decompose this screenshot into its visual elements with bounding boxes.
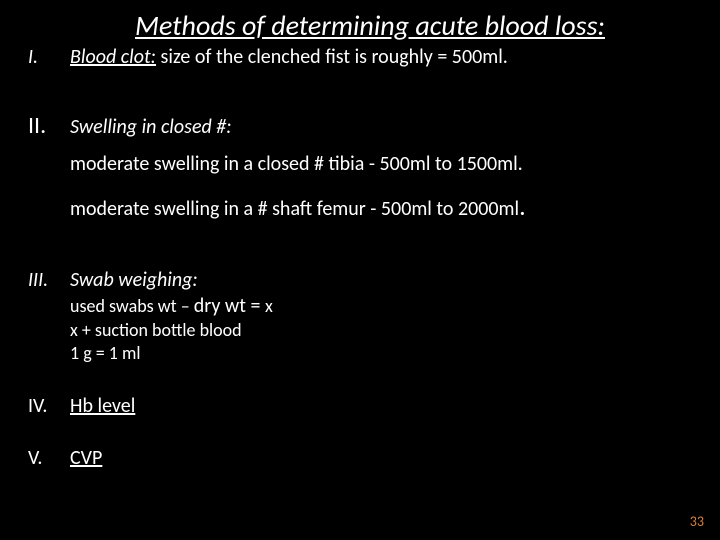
item-i-number: I.	[28, 45, 70, 69]
item-ii-lead: Swelling in closed #:	[70, 115, 232, 139]
item-ii-line1: moderate swelling in a closed # tibia - …	[28, 152, 692, 176]
item-iv-content: Hb level	[70, 394, 692, 418]
item-ii: II. Swelling in closed #:	[28, 111, 692, 140]
slide-title: Methods of determining acute blood loss:	[28, 8, 692, 43]
item-v-label: CVP	[70, 446, 102, 470]
item-iii-line3: 1 g = 1 ml	[70, 342, 692, 365]
item-iii: III. Swab weighing:	[28, 268, 692, 292]
item-i-content: Blood clot: size of the clenched fist is…	[70, 45, 692, 69]
item-iii-line1: used swabs wt – dry wt = x	[70, 294, 692, 319]
item-ii-line2-dot: .	[519, 190, 526, 222]
item-iv-number: IV.	[28, 394, 70, 418]
item-v-number: V.	[28, 446, 70, 470]
item-iii-l1a: used swabs wt –	[70, 295, 194, 317]
item-iii-l1c: x	[265, 295, 273, 317]
item-i: I. Blood clot: size of the clenched fist…	[28, 45, 692, 69]
item-ii-content: Swelling in closed #:	[70, 115, 692, 139]
item-i-lead: Blood clot:	[70, 45, 156, 69]
item-ii-number: II.	[28, 111, 70, 140]
item-iv: IV. Hb level	[28, 394, 692, 418]
item-ii-line2: moderate swelling in a # shaft femur - 5…	[28, 190, 692, 222]
item-iii-number: III.	[28, 268, 70, 292]
item-v-content: CVP	[70, 446, 692, 470]
item-v: V. CVP	[28, 446, 692, 470]
item-ii-line2-text: moderate swelling in a # shaft femur - 5…	[70, 197, 519, 221]
item-iv-label: Hb level	[70, 394, 135, 418]
item-i-rest: size of the clenched fist is roughly = 5…	[156, 45, 508, 69]
item-iii-lead: Swab weighing:	[70, 268, 198, 292]
item-iii-line2: x + suction bottle blood	[70, 319, 692, 342]
page-number: 33	[690, 513, 704, 530]
item-iii-content: Swab weighing:	[70, 268, 692, 292]
item-iii-l1b: dry wt =	[194, 294, 265, 318]
item-iii-body: used swabs wt – dry wt = x x + suction b…	[28, 294, 692, 364]
